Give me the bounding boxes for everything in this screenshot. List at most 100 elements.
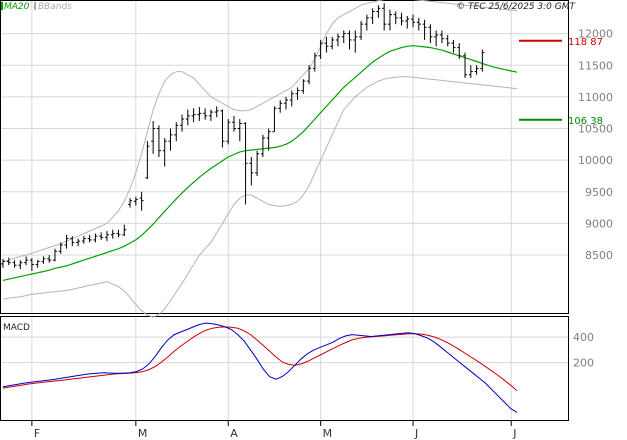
price-bar [180,114,185,132]
bb-upper-line [2,0,518,262]
price-bar [451,39,456,53]
price-bar [93,233,98,243]
price-bar [156,125,161,157]
price-bar [81,236,86,244]
price-bar [335,33,340,47]
price-bar [359,20,364,40]
macd-line [2,322,518,413]
price-bar [243,122,248,205]
price-bar [12,260,17,268]
price-bar [364,14,369,31]
ma20-line [2,45,518,281]
price-bar [174,122,179,142]
price-bar [480,49,485,72]
price-bar [370,8,375,25]
price-bar [411,14,416,28]
bbands-legend-swatch [34,2,36,10]
price-bar [116,229,121,238]
price-bar [99,232,104,240]
price-levels: 118 87 106 38 [519,37,603,127]
price-bar [24,256,29,266]
price-bar [29,258,34,271]
price-bar [110,229,115,239]
price-bar [399,12,404,26]
price-bar [255,150,260,176]
price-bar [445,34,450,47]
price-bar [128,198,133,208]
price-bar [457,43,462,59]
support-level-label: 106 38 [568,116,603,127]
price-bar [439,30,444,44]
price-bar [341,30,346,44]
price-bar [133,196,138,206]
macd-y-tick-label: 200 [573,357,594,370]
price-bar [47,255,52,263]
price-bar [203,108,208,120]
price-y-tick-label: 9500 [585,186,613,199]
price-bar [474,65,479,75]
price-bar [416,17,421,31]
price-panel-frame [0,0,569,314]
price-bar [312,52,317,72]
price-bar [382,3,387,31]
price-bar [393,11,398,25]
price-bar [87,234,92,243]
x-tick-label: M [138,427,148,440]
price-y-tick-label: 12000 [578,28,613,41]
price-bar [307,65,312,85]
price-bar [41,256,46,264]
price-bar [168,128,173,151]
macd-y-tick-label: 400 [573,331,594,344]
price-bar [122,224,127,237]
ma20-legend-label: MA20 [4,2,30,12]
price-bar [214,106,219,118]
price-bar [237,119,242,142]
price-y-tick-label: 11500 [578,59,613,72]
price-bar [18,260,23,269]
price-bar [266,128,271,151]
price-bar [278,100,283,113]
price-bar [283,96,288,110]
price-y-tick-label: 10500 [578,123,613,136]
bb-lower-line [2,76,518,318]
macd-series [2,322,518,413]
price-bar [376,5,381,18]
price-bar [301,79,306,94]
price-bar [58,242,63,254]
price-bar [76,238,81,247]
price-bar [289,90,294,107]
price-bar [70,236,75,247]
price-bar [405,15,410,29]
price-y-tick-label: 10000 [578,154,613,167]
x-tick-label: J [512,427,516,440]
price-bar [6,257,11,266]
price-bar [434,30,439,47]
ma20-series [2,45,518,281]
price-bar [422,19,427,40]
price-bar [260,134,265,157]
price-bar [64,234,69,249]
macd-panel-title: MACD [3,323,30,333]
price-bar [347,30,352,50]
price-bar [324,36,329,53]
x-tick-label: F [34,427,40,440]
price-bar [387,9,392,31]
copyright-label: © TEC 25/6/2025 3:0 GMT [456,2,576,12]
x-tick-label: A [230,427,238,440]
signal-line [2,326,518,392]
price-candles [1,3,485,271]
price-y-axis: 8500 9000 9500 10000 10500 11000 11500 12000 [578,28,613,262]
price-y-tick-label: 8500 [585,249,613,262]
price-bar [272,106,277,133]
price-bar [468,65,473,78]
price-bar [151,120,156,154]
price-bar [249,157,254,186]
macd-panel-frame [0,316,569,421]
price-bar [162,138,167,167]
price-bar [52,248,57,262]
price-y-tick-label: 11000 [578,91,613,104]
price-bar [318,39,323,59]
price-bar [295,87,300,101]
